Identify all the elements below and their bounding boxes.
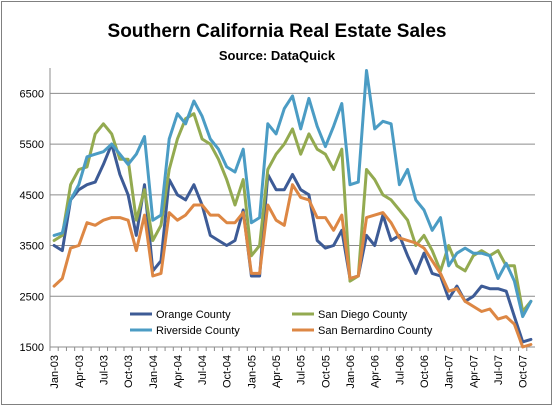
axes: 1500 2500 3500 4500 5500 6500 Jan-03 Apr-03 Jul-… — [20, 68, 535, 389]
x-tick-label-Apr-03: Apr-03 — [74, 355, 86, 388]
x-tick-label-Oct-05: Oct-05 — [320, 355, 332, 388]
x-tick-label-Jan-06: Jan-06 — [345, 355, 357, 389]
chart-title: Southern California Real Estate Sales — [108, 21, 447, 42]
x-tick-label-Jul-04: Jul-04 — [197, 355, 209, 385]
x-tick-label-Jan-03: Jan-03 — [49, 355, 61, 389]
x-tick-label-Apr-07: Apr-07 — [468, 355, 480, 388]
x-tick-label-Apr-06: Apr-06 — [370, 355, 382, 388]
x-tick-label-Jul-05: Jul-05 — [296, 355, 308, 385]
x-tick-label-Oct-03: Oct-03 — [123, 355, 135, 388]
x-tick-label-Apr-05: Apr-05 — [271, 355, 283, 388]
x-tick-label-Oct-07: Oct-07 — [518, 355, 530, 388]
series-line-san-diego-county — [52, 112, 533, 313]
y-tick-label-3500: 3500 — [20, 241, 44, 253]
y-tick-label-6500: 6500 — [20, 88, 44, 100]
x-tick-label-Apr-04: Apr-04 — [172, 355, 184, 388]
x-tick-label-Jul-03: Jul-03 — [98, 355, 110, 385]
legend-label-san-diego-county: San Diego County — [318, 309, 408, 321]
series-line-riverside-county — [52, 69, 533, 319]
x-tick-label-Jan-04: Jan-04 — [148, 355, 160, 389]
legend-label-riverside-county: Riverside County — [156, 325, 240, 337]
series-lines — [52, 69, 533, 349]
x-tick-label-Oct-04: Oct-04 — [222, 355, 234, 388]
y-tick-label-4500: 4500 — [20, 190, 44, 202]
legend-label-san-bernardino-county: San Bernardino County — [318, 325, 433, 337]
legend: Orange County San Diego County Riverside C… — [130, 309, 433, 337]
y-tick-label-2500: 2500 — [20, 291, 44, 303]
x-tick-label-Jul-07: Jul-07 — [493, 355, 505, 385]
y-tick-label-5500: 5500 — [20, 139, 44, 151]
legend-label-orange-county: Orange County — [156, 309, 231, 321]
x-tick-label-Oct-06: Oct-06 — [419, 355, 431, 388]
series-line-orange-county — [52, 142, 533, 344]
x-tick-label-Jul-06: Jul-06 — [394, 355, 406, 385]
chart-subtitle: Source: DataQuick — [219, 48, 336, 63]
series-line-san-bernardino-county — [52, 183, 533, 349]
x-tick-label-Jan-07: Jan-07 — [444, 355, 456, 389]
y-tick-label-1500: 1500 — [20, 342, 44, 354]
x-tick-label-Jan-05: Jan-05 — [246, 355, 258, 389]
